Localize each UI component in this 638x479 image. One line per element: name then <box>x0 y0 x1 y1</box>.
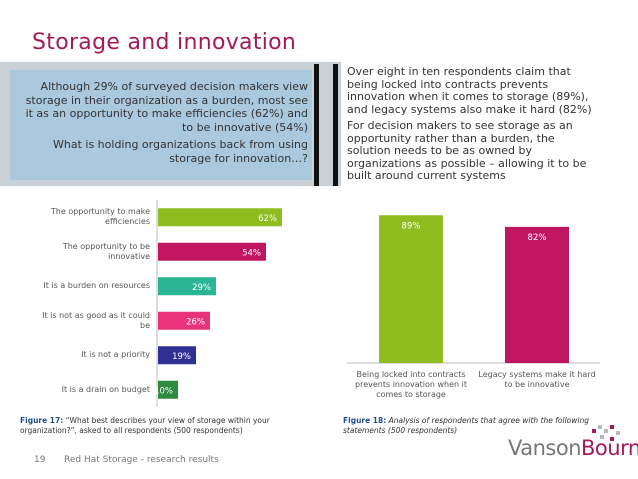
left-summary-box <box>10 70 312 180</box>
page-number: 19 <box>34 455 46 465</box>
hbar-value-label: 19% <box>172 352 191 362</box>
right-summary-paragraph-2: For decision makers to see storage as an… <box>347 119 587 182</box>
hbar-category-label: The opportunity to be innovative <box>62 241 150 261</box>
divider-right <box>333 64 338 186</box>
vbar-value-label: 82% <box>528 233 547 243</box>
hbar-bar <box>158 277 216 296</box>
hbar-value-label: 29% <box>192 283 211 293</box>
hbar-category-label: It is a drain on budget <box>61 384 150 394</box>
left-summary-paragraph-2: What is holding organizations back from … <box>53 138 308 165</box>
logo-squares-icon <box>592 425 620 441</box>
vbar-bar <box>379 215 443 363</box>
hbar-bar <box>158 346 196 365</box>
logo-part-2: Bourne <box>581 436 638 460</box>
vbar-value-label: 89% <box>402 221 421 231</box>
hbar-bar <box>158 380 178 399</box>
page-title: Storage and innovation <box>32 30 297 55</box>
hbar-category-label: The opportunity to make efficiencies <box>50 207 150 227</box>
hbar-value-label: 54% <box>242 248 261 258</box>
vbar-category-label: Being locked into contracts prevents inn… <box>355 370 467 399</box>
vbar-category-label: Legacy systems make it hard to be innova… <box>478 370 596 389</box>
hbar-bar <box>158 242 266 261</box>
vansonbourne-logo: VansonBourne <box>508 436 638 460</box>
left-summary-paragraph-1: Although 29% of surveyed decision makers… <box>25 80 308 134</box>
hbar-category-label: It is not a priority <box>81 350 150 360</box>
figure-17-label: Figure 17: <box>20 416 64 425</box>
hbar-category-label: It is not as good as it could be <box>42 310 150 330</box>
right-summary-text: Over eight in ten respondents claim that… <box>347 65 599 187</box>
figure-18-label: Figure 18: <box>343 416 387 425</box>
hbar-bar <box>158 208 282 227</box>
hbar-bar <box>158 311 210 330</box>
hbar-value-label: 62% <box>258 214 277 224</box>
figure-18-caption: Figure 18: Analysis of respondents that … <box>343 416 613 436</box>
hbar-category-label: It is a burden on resources <box>43 281 150 291</box>
right-summary-box <box>341 62 638 186</box>
vbar-bar <box>505 226 569 363</box>
left-summary-text: Although 29% of surveyed decision makers… <box>20 80 308 169</box>
right-summary-paragraph-1: Over eight in ten respondents claim that… <box>347 65 592 116</box>
figure-17-text: “What best describes your view of storag… <box>20 416 270 435</box>
hbar-value-label: 26% <box>186 317 205 327</box>
hbar-value-label: 10% <box>154 386 173 396</box>
footer-text: Red Hat Storage - research results <box>64 455 219 465</box>
divider-left <box>314 64 319 186</box>
logo-part-1: Vanson <box>508 436 582 460</box>
figure-17-caption: Figure 17: “What best describes your vie… <box>20 416 320 436</box>
figure-18-text: Analysis of respondents that agree with … <box>343 416 589 435</box>
